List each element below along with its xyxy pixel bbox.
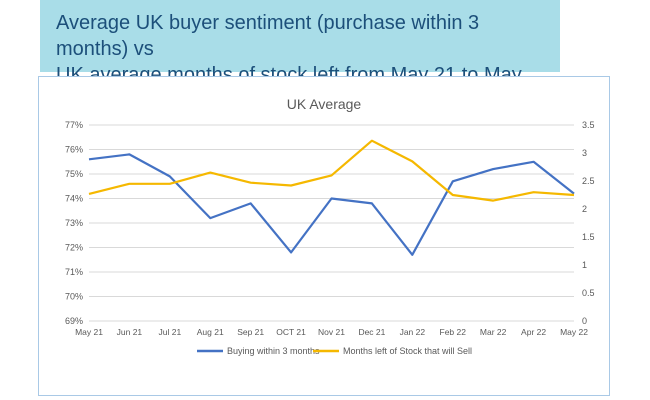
left-tick-label: 73% [65, 218, 83, 228]
x-tick-label: Feb 22 [440, 327, 467, 337]
x-tick-label: Mar 22 [480, 327, 507, 337]
x-tick-label: Sep 21 [237, 327, 264, 337]
right-tick-label: 1.5 [582, 232, 595, 242]
title-banner: Average UK buyer sentiment (purchase wit… [40, 0, 560, 112]
x-tick-label: May 22 [560, 327, 588, 337]
x-tick-label: May 21 [75, 327, 103, 337]
left-tick-label: 76% [65, 145, 83, 155]
gridlines [89, 124, 574, 322]
legend: Buying within 3 months Months left of St… [197, 346, 472, 356]
left-tick-label: 69% [65, 316, 83, 326]
right-tick-label: 2 [582, 204, 587, 214]
chart-title: UK Average [287, 96, 362, 112]
left-tick-label: 74% [65, 194, 83, 204]
left-tick-label: 77% [65, 120, 83, 130]
right-tick-label: 1 [582, 260, 587, 270]
x-tick-label: OCT 21 [276, 327, 306, 337]
right-axis-ticks: 0 0.5 1 1.5 2 2.5 3 3.5 [582, 120, 595, 326]
series-line-buying [88, 153, 575, 256]
left-tick-label: 70% [65, 292, 83, 302]
series-lines [88, 139, 575, 256]
x-tick-label: Apr 22 [521, 327, 546, 337]
right-tick-label: 0 [582, 316, 587, 326]
right-tick-label: 0.5 [582, 288, 595, 298]
banner-title-line-1: Average UK buyer sentiment (purchase wit… [56, 12, 480, 60]
right-tick-label: 3 [582, 148, 587, 158]
x-axis-ticks: May 21 Jun 21 Jul 21 Aug 21 Sep 21 OCT 21 Nov … [75, 327, 588, 337]
x-tick-label: Nov 21 [318, 327, 345, 337]
x-tick-label: Jul 21 [158, 327, 181, 337]
right-tick-label: 3.5 [582, 120, 595, 130]
right-tick-label: 2.5 [582, 176, 595, 186]
legend-label-buying: Buying within 3 months [227, 346, 320, 356]
chart-card: UK Average 69% 70% 71% 72% 73% 74% 75% 76% 77% 0… [38, 76, 610, 396]
left-tick-label: 72% [65, 243, 83, 253]
x-tick-label: Dec 21 [358, 327, 385, 337]
left-tick-label: 71% [65, 267, 83, 277]
line-chart: UK Average 69% 70% 71% 72% 73% 74% 75% 76% 77% 0… [65, 96, 595, 356]
x-tick-label: Jan 22 [400, 327, 426, 337]
legend-label-stock: Months left of Stock that will Sell [343, 346, 472, 356]
x-tick-label: Jun 21 [117, 327, 143, 337]
left-tick-label: 75% [65, 169, 83, 179]
x-tick-label: Aug 21 [197, 327, 224, 337]
left-axis-ticks: 69% 70% 71% 72% 73% 74% 75% 76% 77% [65, 120, 83, 326]
